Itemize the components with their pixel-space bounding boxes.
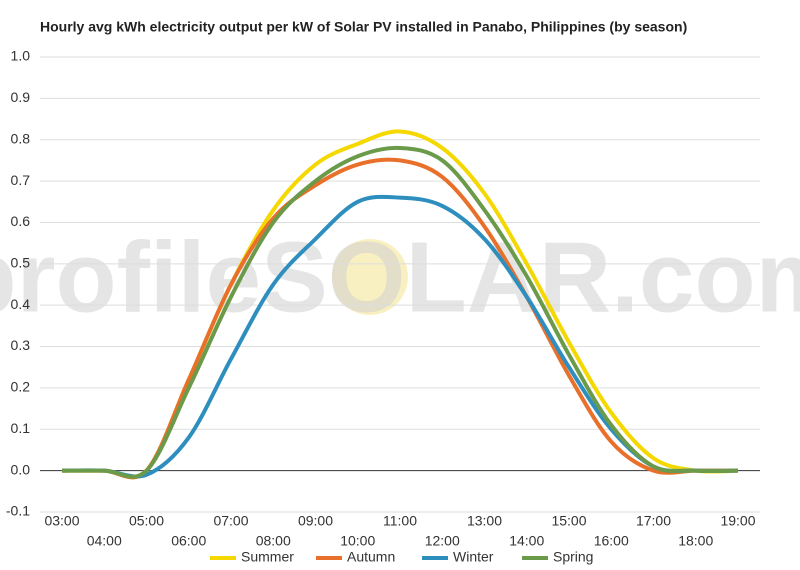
x-tick-label: 15:00: [551, 513, 586, 529]
series-line: [61, 194, 739, 479]
x-tick-label: 03:00: [44, 513, 79, 529]
x-tick-label: 05:00: [129, 513, 164, 529]
x-tick-label: 18:00: [678, 533, 713, 549]
x-tick-label: 07:00: [213, 513, 248, 529]
y-tick-label: 0.0: [11, 461, 31, 477]
x-tick-label: 13:00: [467, 513, 502, 529]
x-tick-label: 12:00: [425, 533, 460, 549]
chart-title: Hourly avg kWh electricity output per kW…: [40, 19, 687, 35]
series-line: [61, 145, 739, 479]
y-tick-label: 0.2: [11, 379, 31, 395]
x-tick-label: 19:00: [720, 513, 755, 529]
x-tick-label: 14:00: [509, 533, 544, 549]
legend-label: Winter: [453, 549, 494, 565]
legend-label: Autumn: [347, 549, 395, 565]
y-tick-label: 0.4: [11, 296, 31, 312]
y-tick-label: 0.3: [11, 337, 31, 353]
watermark: profileSOLAR.com: [0, 221, 800, 333]
series-line: [61, 157, 738, 480]
y-tick-label: 0.5: [11, 255, 31, 271]
x-tick-label: 04:00: [87, 533, 122, 549]
x-tick-label: 10:00: [340, 533, 375, 549]
x-tick-label: 09:00: [298, 513, 333, 529]
x-tick-label: 08:00: [256, 533, 291, 549]
y-tick-label: -0.1: [6, 503, 30, 519]
legend-label: Summer: [241, 549, 294, 565]
y-tick-label: 1.0: [11, 48, 31, 64]
y-tick-label: 0.9: [11, 89, 31, 105]
y-tick-label: 0.8: [11, 130, 31, 146]
x-tick-label: 06:00: [171, 533, 206, 549]
x-tick-label: 11:00: [383, 513, 417, 529]
y-tick-label: 0.6: [11, 213, 31, 229]
legend-label: Spring: [553, 549, 593, 565]
y-tick-label: 0.7: [11, 172, 31, 188]
x-tick-label: 16:00: [594, 533, 629, 549]
watermark-sun: [332, 239, 408, 315]
x-tick-label: 17:00: [636, 513, 671, 529]
y-tick-label: 0.1: [11, 420, 31, 436]
